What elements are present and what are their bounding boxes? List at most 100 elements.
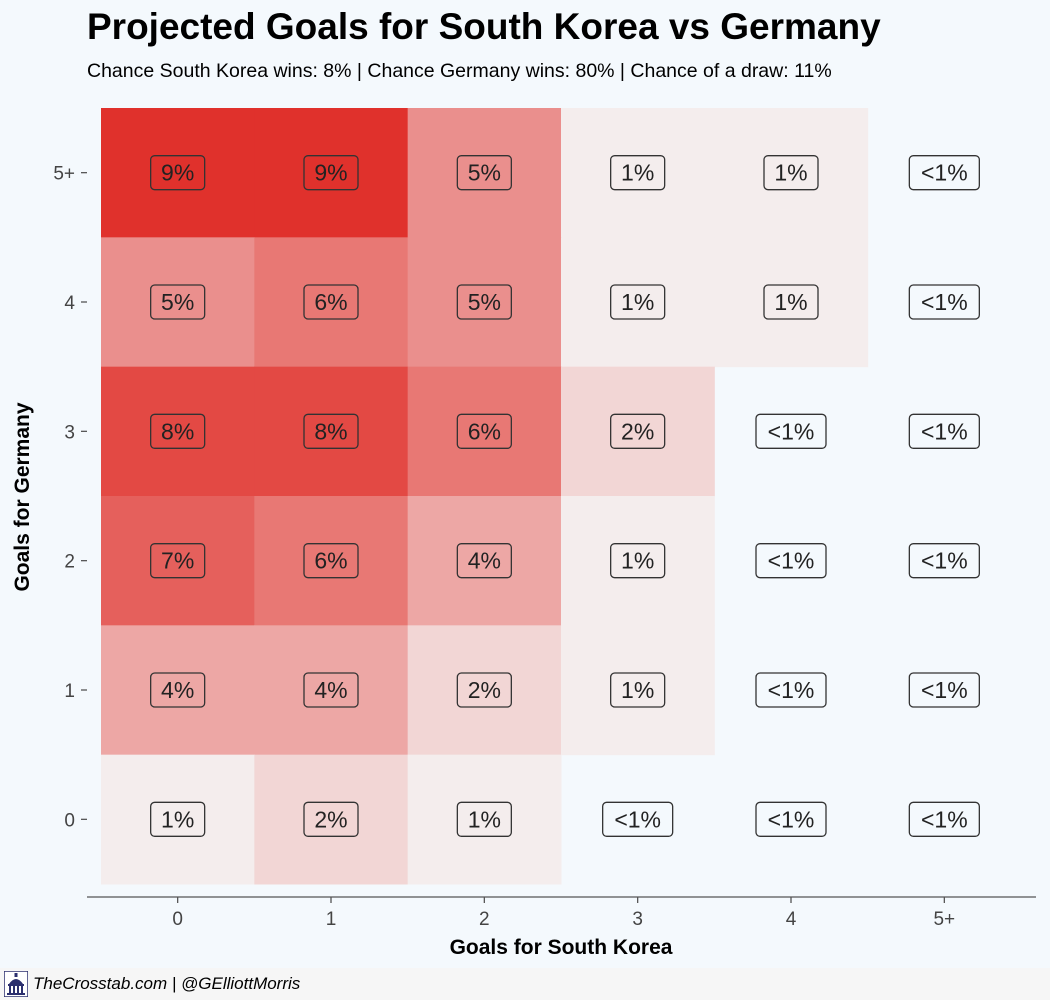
cell-label: 1% (610, 672, 666, 708)
cell-labels: 9% 9% 5% 1% 1% <1% 5% 6% 5% 1% 1% <1% 8% 8% 6% 2% <1% <1%… (150, 155, 980, 837)
heatmap-cell (407, 754, 562, 885)
cell-label-text: 8% (314, 418, 347, 444)
heatmap-chart: 9% 9% 5% 1% 1% <1% 5% 6% 5% 1% 1% <1% 8% 8% 6% 2% <1% <1%… (11, 108, 1036, 959)
heatmap-cell (407, 625, 562, 756)
x-tick-label: 4 (786, 909, 797, 930)
cell-label-box (908, 284, 980, 320)
cell-label-text: 5% (161, 289, 194, 315)
cell-label-text: 1% (621, 289, 654, 315)
cell-label: 9% (150, 155, 206, 191)
cell-label-text: 5% (468, 289, 501, 315)
heatmap-cell (254, 237, 409, 368)
cell-label-text: 2% (314, 806, 347, 832)
cell-label: 8% (150, 413, 206, 449)
cell-label-text: 9% (161, 160, 194, 186)
cell-label-box (456, 155, 512, 191)
cell-label: <1% (908, 672, 980, 708)
cell-label-box (610, 413, 666, 449)
cell-label: 1% (610, 543, 666, 579)
cell-label-box (755, 672, 827, 708)
cell-label-text: <1% (768, 418, 815, 444)
heatmap-cell (714, 237, 869, 368)
cell-label-text: <1% (921, 548, 968, 574)
chart-subtitle: Chance South Korea wins: 8% | Chance Ger… (87, 60, 832, 82)
axes: 0 1 2 3 4 5+ 0 1 2 3 4 5+ Goals for South Korea Goals… (11, 164, 1036, 959)
cell-label: 1% (610, 284, 666, 320)
heatmap-cell (254, 496, 409, 626)
cell-label-box (755, 413, 827, 449)
cell-label-box (456, 543, 512, 579)
cell-label-text: <1% (921, 677, 968, 703)
heatmap-cell (254, 625, 409, 756)
cell-label-text: 1% (468, 806, 501, 832)
cell-label-text: 4% (314, 677, 347, 703)
cell-label-box (908, 155, 980, 191)
capitol-dome-icon (4, 971, 28, 997)
cell-label-box (755, 801, 827, 837)
cell-label-box (456, 284, 512, 320)
cell-label-text: <1% (921, 418, 968, 444)
cell-label-text: 5% (468, 160, 501, 186)
cell-label: <1% (602, 801, 674, 837)
cell-label-box (610, 284, 666, 320)
cell-label-box (908, 672, 980, 708)
cell-label: 6% (456, 413, 512, 449)
cell-label: 2% (610, 413, 666, 449)
cell-label-box (755, 543, 827, 579)
cell-label: <1% (908, 801, 980, 837)
cell-label-text: <1% (921, 160, 968, 186)
cell-label: 5% (456, 284, 512, 320)
cell-label-text: 1% (621, 677, 654, 703)
x-tick-label: 3 (632, 909, 643, 930)
cell-label-text: 8% (161, 418, 194, 444)
cell-label: 1% (456, 801, 512, 837)
cell-label-box (763, 284, 819, 320)
cell-label-box (150, 801, 206, 837)
cell-label-box (456, 413, 512, 449)
heatmap-cell (561, 237, 715, 368)
y-axis-title: Goals for Germany (11, 402, 34, 591)
footer: TheCrosstab.com | @GElliottMorris (0, 968, 1050, 1000)
cell-label: 7% (150, 543, 206, 579)
cell-label-box (303, 413, 359, 449)
cell-label: 9% (303, 155, 359, 191)
heatmap-cell (561, 625, 715, 756)
cell-label: <1% (755, 672, 827, 708)
cell-label-text: 1% (774, 289, 807, 315)
y-tick-label: 1 (64, 681, 75, 702)
heatmap-cell (101, 366, 255, 497)
cell-label-box (763, 155, 819, 191)
cell-label-text: 6% (314, 289, 347, 315)
cell-label-text: 1% (621, 548, 654, 574)
heatmap-cell (101, 496, 255, 626)
cell-label-text: 7% (161, 548, 194, 574)
cell-label: 4% (456, 543, 512, 579)
heatmap-cell (407, 496, 562, 626)
cell-label: 1% (610, 155, 666, 191)
cell-label-text: <1% (921, 289, 968, 315)
heatmap-cell (407, 366, 562, 497)
cell-label-box (303, 672, 359, 708)
cell-label-text: 1% (621, 160, 654, 186)
heatmap-cell (407, 108, 562, 238)
cell-label-box (602, 801, 674, 837)
y-tick-label: 3 (64, 422, 75, 443)
y-tick-label: 5+ (53, 164, 75, 185)
cell-label: <1% (755, 801, 827, 837)
cell-label-text: 2% (621, 418, 654, 444)
cell-label: <1% (908, 155, 980, 191)
x-tick-label: 1 (326, 909, 337, 930)
cell-label-box (150, 672, 206, 708)
cell-label-text: 6% (468, 418, 501, 444)
heatmap-cell (561, 496, 715, 626)
cell-label: 1% (763, 284, 819, 320)
cell-label-box (303, 543, 359, 579)
cell-label-text: <1% (614, 806, 661, 832)
heatmap-cell (254, 754, 409, 885)
heatmap-cell (254, 366, 409, 497)
y-tick-label: 2 (64, 552, 75, 573)
cell-label-text: 1% (774, 160, 807, 186)
x-tick-label: 2 (479, 909, 490, 930)
cell-label: <1% (908, 543, 980, 579)
cell-label: 4% (303, 672, 359, 708)
